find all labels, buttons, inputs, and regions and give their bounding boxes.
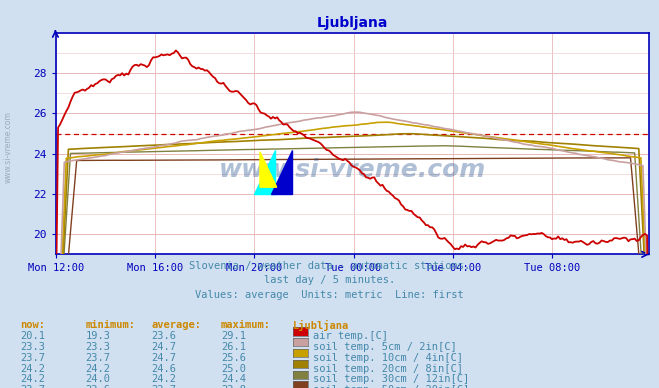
Text: minimum:: minimum: <box>86 320 136 330</box>
Text: 29.1: 29.1 <box>221 331 246 341</box>
Text: 25.0: 25.0 <box>221 364 246 374</box>
Text: 23.7: 23.7 <box>20 353 45 363</box>
Text: 23.3: 23.3 <box>20 342 45 352</box>
Text: 20.1: 20.1 <box>20 331 45 341</box>
Text: www.si-vreme.com: www.si-vreme.com <box>3 111 13 184</box>
Text: 25.6: 25.6 <box>221 353 246 363</box>
Text: 23.6: 23.6 <box>152 331 177 341</box>
Text: 23.7: 23.7 <box>152 385 177 388</box>
Text: 24.2: 24.2 <box>20 374 45 385</box>
Polygon shape <box>260 152 277 187</box>
Text: 24.4: 24.4 <box>221 374 246 385</box>
Text: 24.2: 24.2 <box>152 374 177 385</box>
Text: Values: average  Units: metric  Line: first: Values: average Units: metric Line: firs… <box>195 290 464 300</box>
Text: air temp.[C]: air temp.[C] <box>313 331 388 341</box>
Text: 24.6: 24.6 <box>152 364 177 374</box>
Text: soil temp. 20cm / 8in[C]: soil temp. 20cm / 8in[C] <box>313 364 463 374</box>
Text: last day / 5 minutes.: last day / 5 minutes. <box>264 275 395 286</box>
Text: average:: average: <box>152 320 202 330</box>
Text: soil temp. 5cm / 2in[C]: soil temp. 5cm / 2in[C] <box>313 342 457 352</box>
Title: Ljubljana: Ljubljana <box>317 16 388 30</box>
Text: Slovenia / weather data - automatic stations.: Slovenia / weather data - automatic stat… <box>189 261 470 271</box>
Text: 24.7: 24.7 <box>152 353 177 363</box>
Polygon shape <box>254 150 275 194</box>
Text: 23.3: 23.3 <box>86 342 111 352</box>
Text: 24.2: 24.2 <box>86 364 111 374</box>
Text: 24.2: 24.2 <box>20 364 45 374</box>
Text: 23.8: 23.8 <box>221 385 246 388</box>
Text: soil temp. 50cm / 20in[C]: soil temp. 50cm / 20in[C] <box>313 385 469 388</box>
Text: maximum:: maximum: <box>221 320 271 330</box>
Text: Ljubljana: Ljubljana <box>293 320 349 331</box>
Text: 26.1: 26.1 <box>221 342 246 352</box>
Text: 23.7: 23.7 <box>86 353 111 363</box>
Text: 24.0: 24.0 <box>86 374 111 385</box>
Text: soil temp. 30cm / 12in[C]: soil temp. 30cm / 12in[C] <box>313 374 469 385</box>
Text: soil temp. 10cm / 4in[C]: soil temp. 10cm / 4in[C] <box>313 353 463 363</box>
Text: www.si-vreme.com: www.si-vreme.com <box>219 158 486 182</box>
Text: 23.6: 23.6 <box>86 385 111 388</box>
Text: 19.3: 19.3 <box>86 331 111 341</box>
Polygon shape <box>271 150 291 194</box>
Text: now:: now: <box>20 320 45 330</box>
Text: 24.7: 24.7 <box>152 342 177 352</box>
Text: 23.7: 23.7 <box>20 385 45 388</box>
